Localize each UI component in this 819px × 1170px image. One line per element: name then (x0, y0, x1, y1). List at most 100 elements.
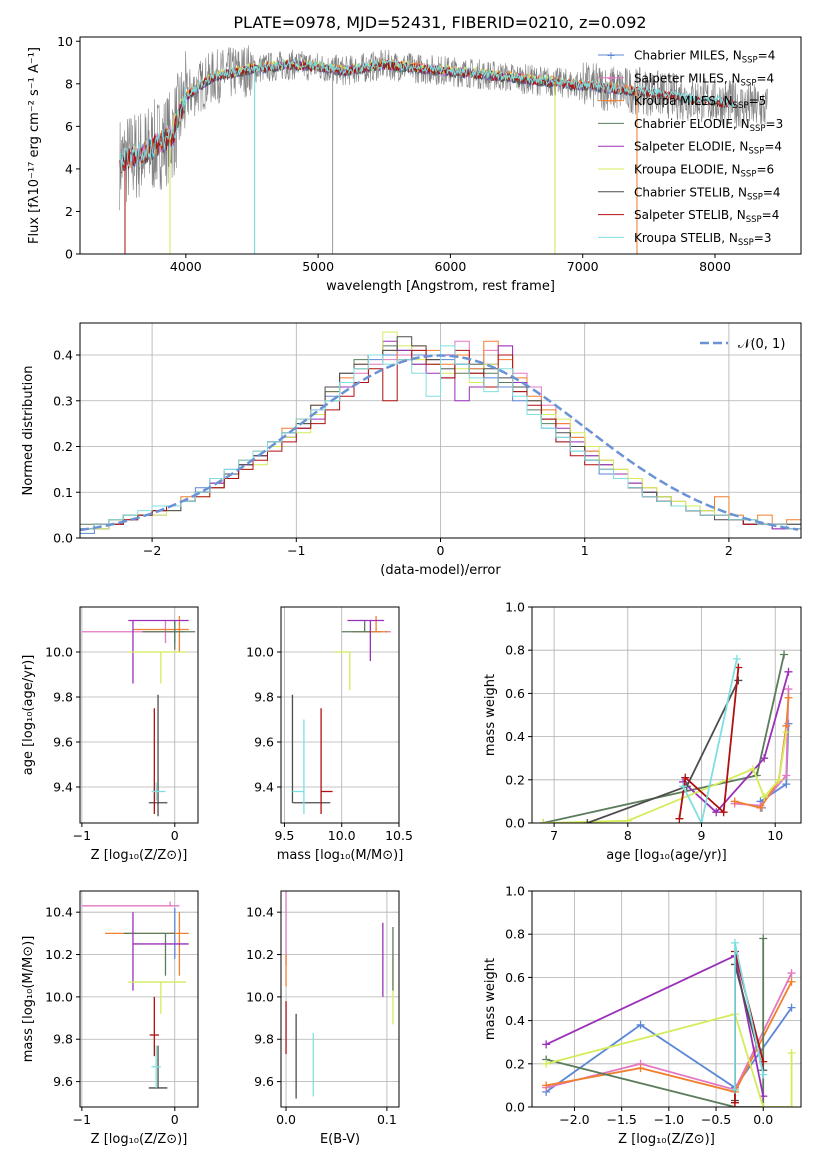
x-tick-label: 0.1 (377, 1112, 397, 1127)
axes-frame (280, 606, 400, 824)
y-axis-label: Flux [fλ10⁻¹⁷ erg cm⁻² s⁻¹ A⁻¹] (27, 47, 42, 244)
x-tick-label: 0 (437, 543, 445, 558)
x-tick-label: −1 (73, 828, 91, 843)
x-axis-label: Z [log₁₀(Z/Z⊙)] (91, 1132, 188, 1147)
x-tick-label: 1 (581, 543, 589, 558)
y-axis-label: mass weight (483, 674, 498, 756)
axes-mass_vs_Z: −1 0 9.6 9.8 10.0 10.2 10.4 Z [log₁₀(Z/Z⊙)] mass… (21, 890, 199, 1147)
legend-label: Kroupa MILES, NSSP=5 (634, 94, 766, 111)
mass-weight-line (586, 680, 740, 823)
errorbar-point (132, 616, 189, 652)
y-tick-label: 8 (65, 76, 73, 91)
observed-spectrum-line (119, 45, 769, 211)
y-tick-label: 9.6 (254, 735, 274, 750)
y-tick-label: 10.4 (45, 905, 73, 920)
x-tick-label: −1 (287, 543, 305, 558)
x-tick-label: 0 (171, 1112, 179, 1127)
x-tick-label: −1.0 (654, 1112, 684, 1127)
axes-spectrum: 4000 5000 6000 7000 8000 0 2 4 6 8 10 wavelength [A… (27, 34, 802, 294)
errorbar-point (128, 651, 186, 684)
x-axis-label: mass [log₁₀(M/M⊙)] (277, 848, 404, 863)
errorbar-point (151, 1045, 161, 1088)
y-tick-label: 0.2 (53, 439, 73, 454)
mass-weight-marker (681, 773, 690, 782)
axes-frame (79, 36, 802, 255)
plot-area-mass_vs_ebv (285, 891, 394, 1099)
axes-weight_vs_Z: −2.0 −1.5 −1.0 −0.5 0.0 0.0 0.2 0.4 0.6 0.8 1.0 Z [… (483, 884, 802, 1147)
y-tick-label: 10.2 (45, 947, 73, 962)
x-tick-label: 9 (698, 828, 706, 843)
errorbar-point (291, 694, 331, 804)
mass-weight-marker (756, 803, 765, 812)
y-tick-label: 0.2 (505, 1056, 525, 1071)
x-tick-label: −2 (143, 543, 161, 558)
mass-weight-marker (636, 1064, 645, 1073)
y-tick-label: 4 (65, 161, 73, 176)
mass-weight-line (543, 732, 788, 823)
legend-label: Kroupa ELODIE, NSSP=6 (634, 163, 774, 180)
y-tick-label: 0.8 (505, 927, 525, 942)
x-tick-label: 2 (725, 543, 733, 558)
plot-area-mass_vs_Z (81, 901, 189, 1089)
y-tick-label: 0.0 (505, 816, 525, 831)
plot-area-age_vs_Z (81, 616, 196, 817)
mass-weight-line (682, 658, 738, 823)
errorbar-point (334, 651, 351, 691)
x-axis-label: E(B-V) (320, 1132, 360, 1147)
legend-marker: + (606, 49, 615, 62)
y-tick-label: 0.2 (505, 772, 525, 787)
legend-label: Salpeter MILES, NSSP=4 (634, 71, 774, 88)
mass-weight-marker (539, 819, 548, 823)
y-axis-label: age [log₁₀(age/yr)] (21, 655, 36, 776)
mass-weight-line (678, 667, 740, 819)
mass-weight-marker (787, 1103, 796, 1107)
y-tick-label: 0.4 (53, 348, 73, 363)
y-tick-label: 0.4 (505, 1013, 525, 1028)
x-tick-label: 7000 (567, 259, 599, 274)
plot-area-weight_vs_Z (542, 934, 796, 1107)
mass-weight-marker (782, 728, 791, 737)
y-tick-label: 10.0 (246, 989, 274, 1004)
y-tick-label: 10.4 (246, 905, 274, 920)
mass-weight-marker (784, 667, 793, 676)
errorbar-point (149, 996, 159, 1057)
axes-mass_vs_ebv: 0.0 0.1 9.6 9.8 10.0 10.2 10.4 E(B-V) (246, 890, 400, 1147)
x-tick-label: −1 (73, 1112, 91, 1127)
mass-weight-marker (732, 654, 741, 663)
x-tick-label: 8000 (699, 259, 731, 274)
histogram-step-kroupa-stelib (80, 345, 801, 530)
axes-age_vs_Z: −1 0 9.4 9.6 9.8 10.0 Z [log₁₀(Z/Z⊙)] age [log₁… (21, 606, 199, 863)
x-axis-label: wavelength [Angstrom, rest frame] (326, 279, 555, 294)
mass-weight-marker (542, 1059, 551, 1068)
legend-label: Salpeter ELODIE, NSSP=4 (634, 140, 782, 157)
mass-weight-marker (730, 938, 739, 947)
y-tick-label: 9.8 (53, 690, 73, 705)
x-tick-label: 10 (767, 828, 783, 843)
x-tick-label: 0 (171, 828, 179, 843)
mass-weight-marker (719, 808, 728, 817)
y-tick-label: 9.8 (53, 1032, 73, 1047)
x-tick-label: 8 (624, 828, 632, 843)
x-axis-label: age [log₁₀(age/yr)] (606, 848, 727, 863)
axes-residuals: −2 −1 0 1 2 0.0 0.1 0.2 0.3 0.4 (data-model)/error… (21, 322, 802, 578)
y-tick-label: 10.0 (45, 645, 73, 660)
plot-area-spectrum (119, 45, 769, 254)
mass-weight-marker (760, 793, 769, 802)
errorbar-point (142, 620, 196, 650)
plot-area-residuals (80, 331, 801, 534)
x-tick-label: 6000 (435, 259, 467, 274)
axes-frame (531, 890, 802, 1108)
y-tick-label: 9.4 (53, 780, 73, 795)
model-line-kroupa-stelib (119, 58, 736, 172)
mass-weight-marker (679, 782, 688, 791)
mass-weight-marker (583, 819, 592, 823)
plot-area-weight_vs_age (539, 650, 793, 823)
errorbar-point (341, 620, 371, 633)
x-tick-label: 5000 (302, 259, 334, 274)
y-tick-label: 9.4 (254, 780, 274, 795)
x-tick-label: 10.0 (328, 828, 356, 843)
errorbar-point (320, 708, 333, 814)
y-tick-label: 10.2 (246, 947, 274, 962)
y-tick-label: 10 (57, 34, 73, 49)
